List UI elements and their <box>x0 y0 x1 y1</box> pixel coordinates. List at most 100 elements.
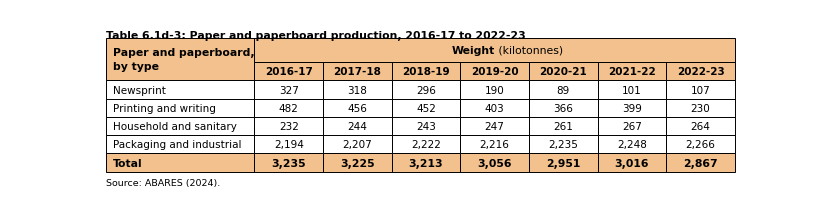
Text: 232: 232 <box>278 122 298 131</box>
Bar <box>254 136 323 154</box>
Bar <box>459 154 528 172</box>
Text: Printing and writing: Printing and writing <box>113 103 216 113</box>
Text: 2,951: 2,951 <box>545 158 580 168</box>
Text: 2,216: 2,216 <box>479 140 509 150</box>
Bar <box>254 154 323 172</box>
Text: Household and sanitary: Household and sanitary <box>113 122 237 131</box>
Bar <box>597 154 666 172</box>
Text: 2019-20: 2019-20 <box>470 67 518 77</box>
Text: 3,056: 3,056 <box>477 158 511 168</box>
Bar <box>323 81 391 99</box>
Text: 101: 101 <box>622 85 641 95</box>
Bar <box>323 154 391 172</box>
Bar <box>391 63 459 81</box>
Text: Paper and paperboard,
by type: Paper and paperboard, by type <box>113 48 255 71</box>
Text: 3,016: 3,016 <box>614 158 649 168</box>
Bar <box>391 154 459 172</box>
Bar <box>106 154 254 172</box>
Text: 399: 399 <box>622 103 641 113</box>
Text: 2017-18: 2017-18 <box>333 67 381 77</box>
Text: Table 6.1d-3: Paper and paperboard production, 2016-17 to 2022-23: Table 6.1d-3: Paper and paperboard produ… <box>106 31 525 41</box>
Text: Newsprint: Newsprint <box>113 85 166 95</box>
Bar <box>106 81 254 99</box>
Text: 2022-23: 2022-23 <box>676 67 723 77</box>
Bar <box>106 136 254 154</box>
Text: 403: 403 <box>484 103 504 113</box>
Text: 3,225: 3,225 <box>340 158 374 168</box>
Bar <box>106 117 254 136</box>
Text: 3,213: 3,213 <box>408 158 443 168</box>
Bar <box>666 117 734 136</box>
Bar <box>391 136 459 154</box>
Text: 107: 107 <box>690 85 709 95</box>
Bar <box>391 81 459 99</box>
Text: 2,194: 2,194 <box>274 140 303 150</box>
Text: 261: 261 <box>553 122 572 131</box>
Bar <box>666 81 734 99</box>
Bar <box>459 136 528 154</box>
Text: Source: ABARES (2024).: Source: ABARES (2024). <box>106 178 219 187</box>
Bar <box>528 117 597 136</box>
Bar <box>323 99 391 117</box>
Text: 2016-17: 2016-17 <box>265 67 312 77</box>
Bar <box>528 63 597 81</box>
Bar <box>323 63 391 81</box>
Bar <box>254 81 323 99</box>
Text: 244: 244 <box>347 122 367 131</box>
Bar <box>528 81 597 99</box>
Bar <box>597 63 666 81</box>
Text: 2020-21: 2020-21 <box>539 67 586 77</box>
Text: 482: 482 <box>278 103 298 113</box>
Text: 318: 318 <box>347 85 367 95</box>
Bar <box>459 81 528 99</box>
Bar <box>391 99 459 117</box>
Text: 230: 230 <box>690 103 709 113</box>
Text: 296: 296 <box>415 85 436 95</box>
Bar <box>597 117 666 136</box>
Text: (kilotonnes): (kilotonnes) <box>494 46 562 56</box>
Bar <box>597 136 666 154</box>
Bar <box>528 154 597 172</box>
Bar <box>666 63 734 81</box>
Bar <box>528 136 597 154</box>
Bar <box>528 99 597 117</box>
Bar <box>666 99 734 117</box>
Text: 2,222: 2,222 <box>410 140 441 150</box>
Bar <box>254 117 323 136</box>
Text: 2,867: 2,867 <box>682 158 717 168</box>
Text: 2,235: 2,235 <box>548 140 577 150</box>
Bar <box>597 99 666 117</box>
Text: 456: 456 <box>347 103 367 113</box>
Bar <box>254 39 734 63</box>
Text: 264: 264 <box>690 122 709 131</box>
Bar <box>323 136 391 154</box>
Bar <box>459 63 528 81</box>
Text: 247: 247 <box>484 122 504 131</box>
Text: 366: 366 <box>553 103 572 113</box>
Text: 243: 243 <box>415 122 436 131</box>
Text: 2018-19: 2018-19 <box>401 67 450 77</box>
Text: 2021-22: 2021-22 <box>608 67 655 77</box>
Bar <box>666 136 734 154</box>
Text: 3,235: 3,235 <box>271 158 305 168</box>
Bar <box>391 117 459 136</box>
Text: 327: 327 <box>278 85 298 95</box>
Bar <box>106 99 254 117</box>
Text: 190: 190 <box>484 85 504 95</box>
Bar <box>459 117 528 136</box>
Text: 2,248: 2,248 <box>616 140 646 150</box>
Bar <box>254 63 323 81</box>
Text: 89: 89 <box>556 85 569 95</box>
Bar <box>323 117 391 136</box>
Text: Total: Total <box>113 158 143 168</box>
Bar <box>597 81 666 99</box>
Bar <box>254 99 323 117</box>
Text: Weight: Weight <box>450 46 494 56</box>
Text: 2,207: 2,207 <box>342 140 372 150</box>
Bar <box>106 39 254 81</box>
Bar <box>459 99 528 117</box>
Bar <box>666 154 734 172</box>
Text: Packaging and industrial: Packaging and industrial <box>113 140 242 150</box>
Text: 2,266: 2,266 <box>685 140 715 150</box>
Text: 267: 267 <box>622 122 641 131</box>
